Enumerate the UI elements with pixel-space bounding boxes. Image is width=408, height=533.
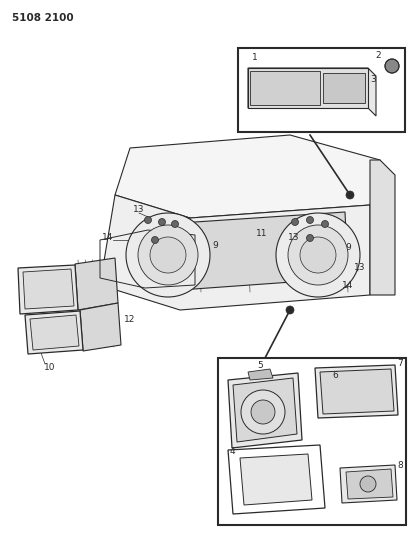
Polygon shape	[238, 48, 405, 132]
Polygon shape	[115, 135, 380, 218]
Text: 14: 14	[342, 280, 354, 289]
Text: 5108 2100: 5108 2100	[12, 13, 73, 23]
Text: 13: 13	[288, 233, 300, 243]
Circle shape	[322, 221, 328, 228]
Polygon shape	[18, 265, 78, 314]
Circle shape	[150, 237, 186, 273]
Polygon shape	[233, 378, 297, 442]
Text: 14: 14	[102, 233, 114, 243]
Circle shape	[346, 191, 354, 199]
Text: 13: 13	[354, 263, 366, 272]
Polygon shape	[248, 68, 368, 108]
Text: 12: 12	[124, 316, 136, 325]
Polygon shape	[315, 365, 398, 418]
Text: 1: 1	[252, 53, 258, 62]
Circle shape	[138, 225, 198, 285]
Circle shape	[360, 476, 376, 492]
Polygon shape	[346, 469, 393, 499]
Circle shape	[291, 219, 299, 225]
Polygon shape	[23, 269, 74, 309]
Text: 3: 3	[370, 76, 376, 85]
Polygon shape	[323, 73, 365, 103]
Polygon shape	[248, 369, 273, 380]
Text: 8: 8	[397, 461, 403, 470]
Text: 10: 10	[44, 364, 56, 373]
Text: 7: 7	[397, 359, 403, 367]
Circle shape	[385, 59, 399, 73]
Polygon shape	[248, 68, 376, 116]
Polygon shape	[30, 315, 79, 350]
Polygon shape	[218, 358, 406, 525]
Polygon shape	[320, 369, 394, 414]
Polygon shape	[100, 195, 370, 310]
Circle shape	[276, 213, 360, 297]
Text: 4: 4	[229, 448, 235, 456]
Polygon shape	[228, 373, 302, 448]
Text: 6: 6	[332, 370, 338, 379]
Polygon shape	[75, 258, 118, 310]
Circle shape	[144, 216, 151, 223]
Circle shape	[158, 219, 166, 225]
Text: 11: 11	[256, 230, 268, 238]
Text: 2: 2	[375, 52, 381, 61]
Text: 13: 13	[133, 206, 145, 214]
Circle shape	[300, 237, 336, 273]
Polygon shape	[80, 303, 121, 351]
Polygon shape	[370, 160, 395, 295]
Polygon shape	[148, 218, 195, 237]
Polygon shape	[25, 311, 83, 354]
Polygon shape	[250, 71, 320, 105]
Circle shape	[306, 216, 313, 223]
Circle shape	[171, 221, 179, 228]
Circle shape	[126, 213, 210, 297]
Polygon shape	[340, 465, 397, 503]
Circle shape	[288, 225, 348, 285]
Circle shape	[151, 237, 158, 244]
Text: 9: 9	[345, 244, 351, 253]
Circle shape	[286, 306, 294, 314]
Circle shape	[306, 235, 313, 241]
Circle shape	[251, 400, 275, 424]
Polygon shape	[240, 454, 312, 505]
Circle shape	[241, 390, 285, 434]
Polygon shape	[150, 212, 348, 292]
Text: 5: 5	[257, 361, 263, 370]
Text: 9: 9	[212, 241, 218, 251]
